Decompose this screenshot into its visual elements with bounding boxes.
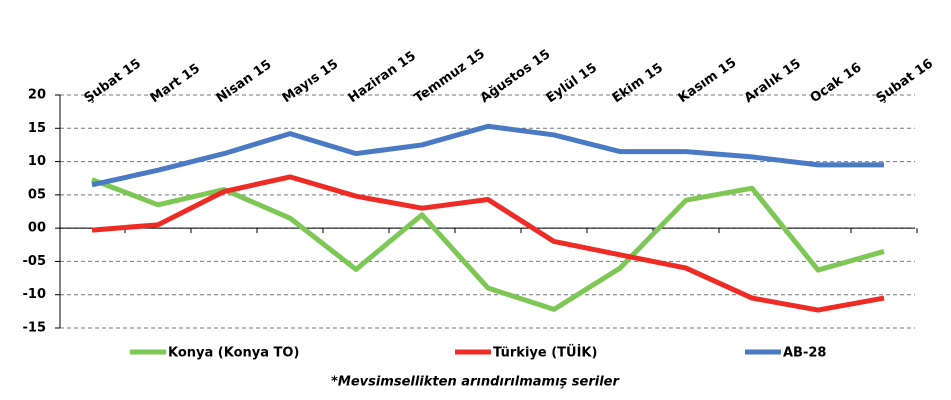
x-tick-label: Şubat 16 — [874, 56, 936, 106]
x-tick-label: Eylül 15 — [544, 61, 600, 107]
x-tick-label: Mayıs 15 — [280, 57, 342, 106]
x-tick-label: Nisan 15 — [214, 57, 275, 106]
y-tick-label: 10 — [28, 154, 46, 169]
y-tick-label: -05 — [23, 254, 47, 269]
x-tick-label: Temmuz 15 — [412, 47, 488, 107]
series-line — [91, 123, 884, 188]
x-tick-label: Ekim 15 — [610, 60, 666, 106]
y-tick-label: -10 — [23, 287, 47, 302]
legend-label: AB-28 — [783, 346, 826, 361]
x-tick-label: Ağustos 15 — [478, 47, 554, 106]
x-tick-label: Aralık 15 — [742, 56, 804, 106]
x-tick-label: Mart 15 — [148, 61, 203, 106]
legend-label: Konya (Konya TO) — [168, 346, 299, 361]
y-tick-label: 00 — [28, 221, 46, 236]
y-tick-label: -15 — [23, 321, 47, 336]
y-tick-label: 20 — [28, 88, 46, 103]
y-tick-label: 15 — [28, 121, 46, 136]
x-tick-label: Ocak 16 — [808, 60, 865, 106]
x-tick-label: Haziran 15 — [346, 49, 419, 106]
x-tick-label: Kasım 15 — [676, 55, 740, 106]
y-tick-label: 05 — [28, 187, 46, 202]
series-line — [91, 174, 885, 313]
legend-label: Türkiye (TÜİK) — [493, 345, 597, 361]
footnote: *Mevsimsellikten arındırılmamış seriler — [331, 375, 620, 390]
x-tick-label: Şubat 15 — [82, 56, 144, 106]
